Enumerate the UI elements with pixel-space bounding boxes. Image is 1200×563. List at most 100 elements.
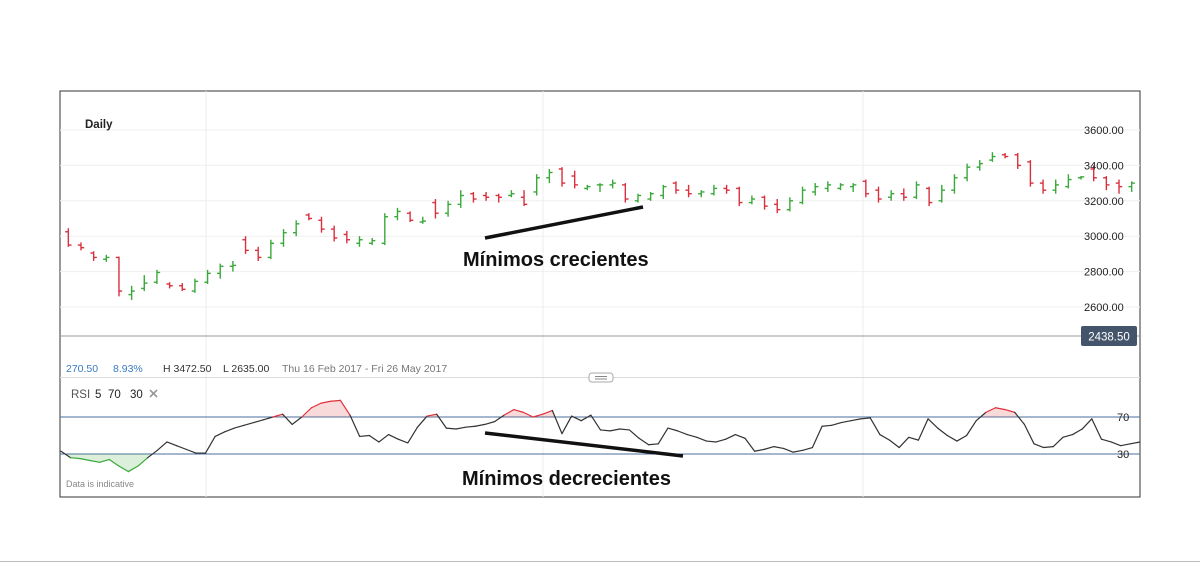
rsi-segment xyxy=(888,439,900,449)
rsi-segment xyxy=(985,407,997,413)
ohlc-bar xyxy=(837,183,844,191)
rsi-segment xyxy=(272,413,284,418)
rsi-segment xyxy=(667,427,679,432)
ohlc-bar xyxy=(1090,165,1097,182)
ohlc-bar xyxy=(406,211,414,223)
ohlc-bar xyxy=(900,188,908,201)
ohlc-bar xyxy=(482,191,490,201)
rsi-segment xyxy=(1043,446,1054,449)
rsi-segment xyxy=(734,433,746,439)
rsi-segment xyxy=(590,414,602,431)
rsi-segment xyxy=(580,414,592,422)
ohlc-bar xyxy=(609,179,616,189)
rsi-segment xyxy=(965,420,977,437)
rsi-segment xyxy=(455,426,467,430)
ohlc-bar xyxy=(292,220,300,237)
low-value: L 2635.00 xyxy=(223,363,269,375)
rsi-segment xyxy=(860,417,871,420)
rsi-segment xyxy=(127,465,139,473)
rsi-segment xyxy=(185,448,197,454)
price-tick-label: 2600.00 xyxy=(1084,302,1124,314)
rsi-header: RSI 5 70 30 xyxy=(71,389,143,401)
rsi-zone-fill xyxy=(980,407,1019,417)
annotation-falling-lows: Mínimos decrecientes xyxy=(462,468,671,490)
rsi-segment xyxy=(1081,418,1093,430)
rising-lows-trendline xyxy=(484,205,644,240)
ohlc-bar xyxy=(153,269,161,284)
rsi-zone-fill xyxy=(65,454,153,472)
ohlc-bar xyxy=(748,195,756,205)
ohlc-bar xyxy=(1027,160,1034,187)
rsi-segment xyxy=(493,414,505,423)
ohlc-bar xyxy=(989,152,996,162)
rsi-segment xyxy=(773,446,785,450)
rsi-segment xyxy=(484,421,496,425)
annotation-rising-lows: Mínimos crecientes xyxy=(463,249,649,271)
falling-lows-trendline xyxy=(484,431,684,458)
ohlc-bar xyxy=(723,184,730,194)
rsi-segment xyxy=(561,415,573,435)
ohlc-bar xyxy=(685,184,692,198)
rsi-segment xyxy=(1129,441,1141,445)
ohlc-bar xyxy=(330,225,338,242)
ohlc-bar xyxy=(166,282,173,289)
ohlc-bar xyxy=(812,183,819,196)
rsi-segment xyxy=(397,438,409,444)
rsi-segment xyxy=(994,407,1006,411)
ohlc-bar xyxy=(672,181,680,194)
ohlc-bar xyxy=(736,186,743,207)
ohlc-bar xyxy=(470,191,477,203)
ohlc-bar xyxy=(229,260,237,272)
rsi-segment xyxy=(89,459,101,463)
rsi-segment xyxy=(1091,418,1103,440)
rsi-segment xyxy=(310,402,322,409)
rsi-line xyxy=(60,399,1141,473)
ohlc-bar xyxy=(255,246,262,261)
ohlc-bar xyxy=(65,228,72,247)
rsi-segment xyxy=(648,443,659,446)
rsi-segment xyxy=(1052,436,1064,448)
ohlc-bar xyxy=(824,181,832,192)
ohlc-bar xyxy=(343,230,351,244)
rsi-segment xyxy=(291,416,303,425)
ohlc-bar xyxy=(179,283,186,292)
rsi-segment xyxy=(898,436,910,449)
ohlc-bar xyxy=(495,193,502,203)
rsi-segment xyxy=(975,411,987,422)
ohlc-bar xyxy=(204,269,211,284)
rsi-segment xyxy=(387,433,399,440)
rsi-segment xyxy=(233,424,245,429)
ohlc-bar xyxy=(381,213,388,246)
rsi-segment xyxy=(1110,441,1122,447)
price-tick-label: 3000.00 xyxy=(1084,231,1124,243)
rsi-segment xyxy=(349,414,361,438)
rsi-segment xyxy=(214,431,226,438)
rsi-segment xyxy=(320,400,332,404)
remove-indicator-close-icon[interactable] xyxy=(149,389,158,398)
ohlc-bar xyxy=(862,179,870,198)
rsi-segment xyxy=(754,448,765,452)
rsi-segment xyxy=(1023,423,1035,445)
rsi-segment xyxy=(802,446,814,451)
ohlc-bar xyxy=(128,285,135,300)
ohlc-bar xyxy=(875,186,882,203)
price-tick-label: 3600.00 xyxy=(1084,125,1124,137)
price-axis: 2600.00 2800.00 3000.00 3200.00 3400.00 3600.… xyxy=(1084,125,1124,314)
ohlc-bar xyxy=(394,207,401,221)
ohlc-bar xyxy=(571,170,578,189)
price-tick-label: 3400.00 xyxy=(1084,160,1124,172)
rsi-segment xyxy=(1100,438,1112,443)
ohlc-bar xyxy=(115,256,123,297)
ohlc-bar xyxy=(280,229,287,247)
rsi-segment xyxy=(657,427,669,445)
ohlc-bar xyxy=(419,216,426,224)
pane-resize-handle[interactable] xyxy=(588,372,614,383)
ohlc-bar xyxy=(191,278,199,293)
ohlc-bar xyxy=(444,200,452,217)
ohlc-bar xyxy=(1077,176,1085,180)
current-price-badge: 2438.50 xyxy=(1081,326,1137,346)
rsi-zone-fill xyxy=(301,400,351,417)
ohlc-bar xyxy=(1103,176,1110,191)
ohlc-bar xyxy=(1115,179,1123,194)
rsi-segment xyxy=(1004,409,1016,413)
